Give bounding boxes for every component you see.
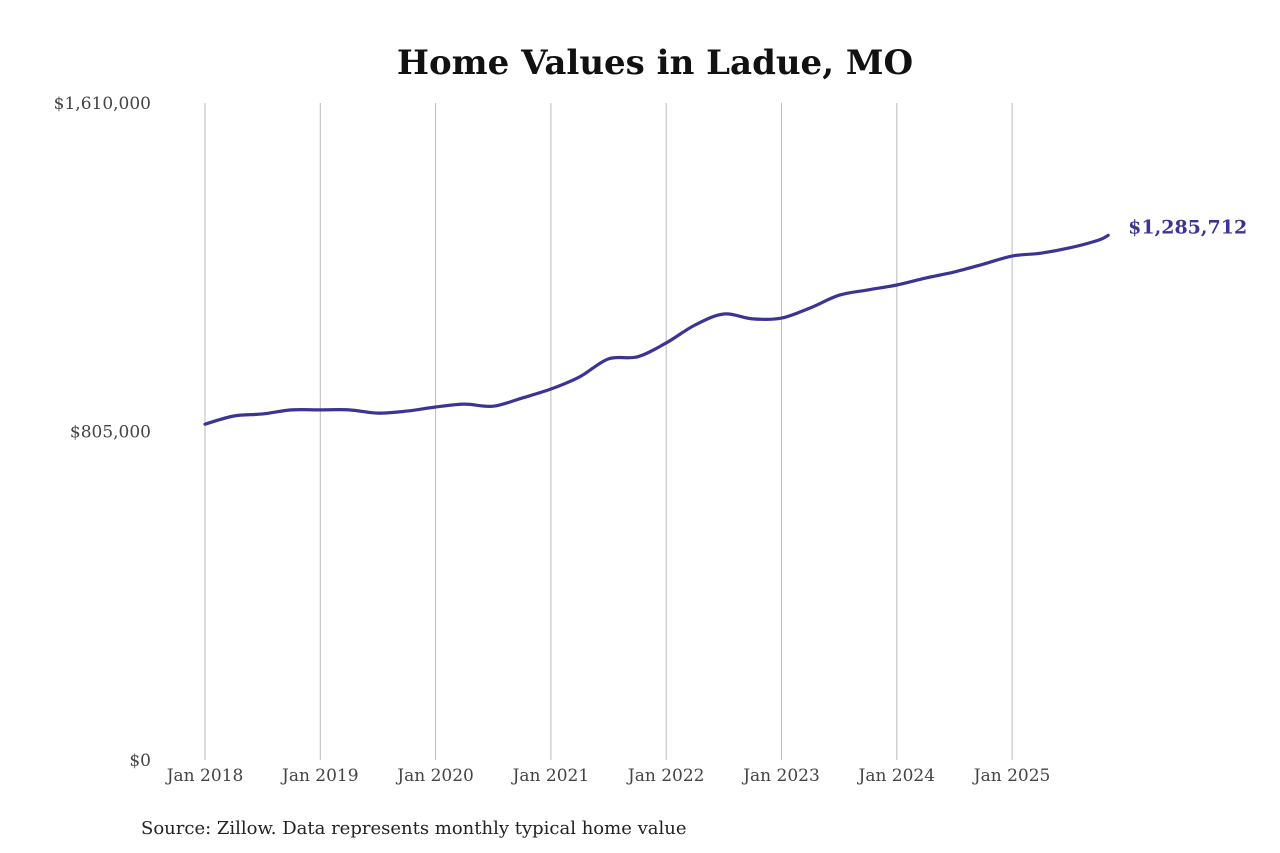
series-line bbox=[203, 233, 1110, 426]
y-tick-label: $805,000 bbox=[70, 423, 151, 443]
x-tick-label: Jan 2024 bbox=[857, 766, 936, 786]
source-note: Source: Zillow. Data represents monthly … bbox=[141, 818, 687, 839]
x-tick-label: Jan 2019 bbox=[280, 766, 359, 786]
chart-title: Home Values in Ladue, MO bbox=[397, 43, 913, 83]
x-tick-label: Jan 2020 bbox=[395, 766, 474, 786]
y-tick-label: $1,610,000 bbox=[54, 94, 151, 114]
end-value-label: $1,285,712 bbox=[1128, 216, 1247, 238]
x-tick-label: Jan 2025 bbox=[972, 766, 1051, 786]
x-tick-label: Jan 2021 bbox=[511, 766, 590, 786]
y-tick-label: $0 bbox=[129, 751, 151, 771]
x-tick-label: Jan 2022 bbox=[626, 766, 705, 786]
x-tick-label: Jan 2018 bbox=[165, 766, 244, 786]
x-tick-label: Jan 2023 bbox=[741, 766, 820, 786]
